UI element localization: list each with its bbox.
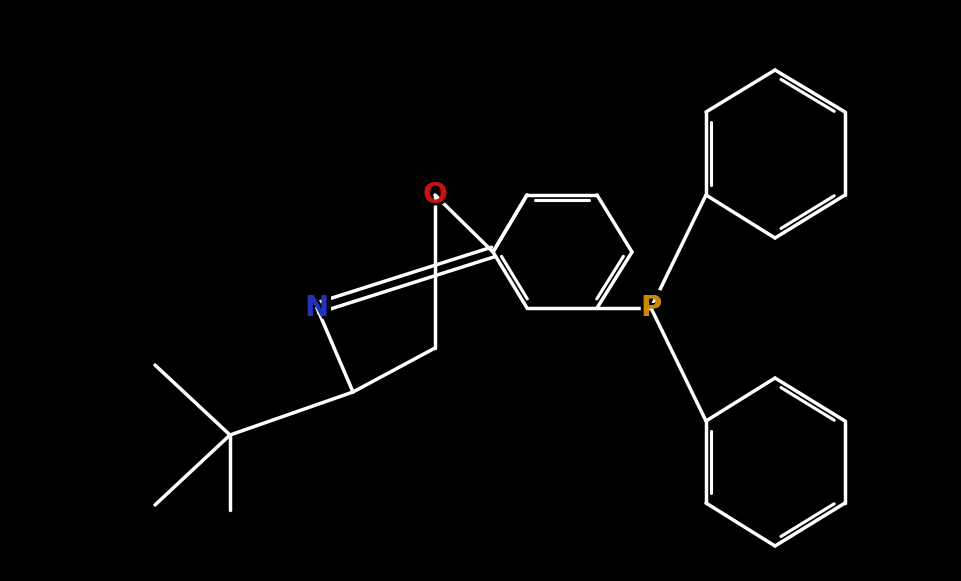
Text: P: P (640, 294, 661, 322)
Text: P: P (635, 288, 665, 328)
Text: N: N (300, 288, 333, 328)
Text: O: O (422, 181, 447, 209)
Text: N: N (305, 294, 329, 322)
Text: O: O (417, 175, 452, 215)
